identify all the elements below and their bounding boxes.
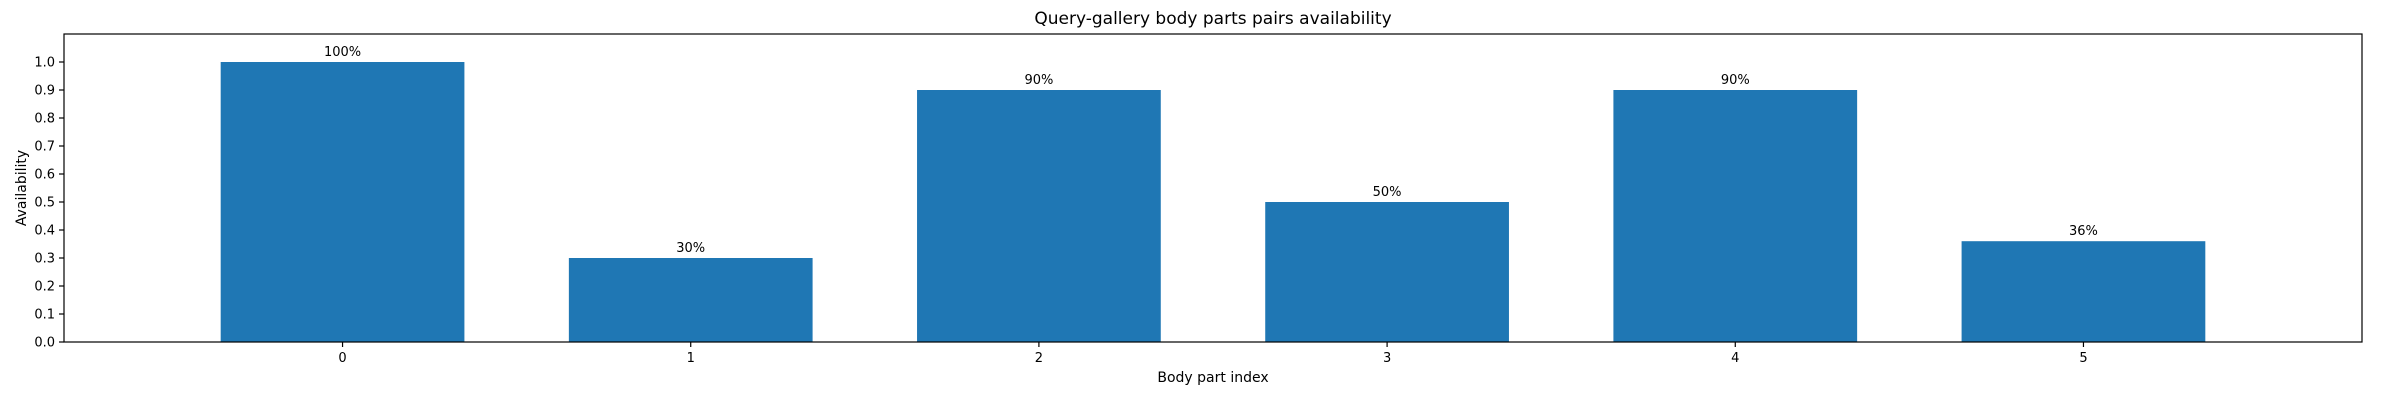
y-axis: 0.0 0.1 0.2 0.3 0.4 0.5 0.6 0.7 0.8 0.9 1.0 [34, 56, 64, 351]
bar [1613, 90, 1858, 342]
bar [917, 90, 1161, 342]
x-axis-label: Body part index [1157, 370, 1268, 386]
x-tick-label: 1 [687, 351, 695, 366]
bar-data-label: 30% [676, 241, 705, 256]
y-tick-label: 0.0 [34, 336, 55, 351]
bar-data-label: 50% [1373, 185, 1402, 200]
bar [220, 62, 465, 342]
bar-labels: 100% 30% 90% 50% 90% 36% [324, 45, 2098, 256]
y-tick-label: 0.7 [34, 140, 55, 155]
y-tick-label: 0.5 [34, 196, 55, 211]
bar-data-label: 100% [324, 45, 361, 60]
y-tick-label: 1.0 [34, 56, 55, 71]
y-tick-label: 0.1 [34, 308, 55, 323]
x-axis: 0 1 2 3 4 5 [338, 342, 2088, 366]
bar [1961, 241, 2206, 342]
x-tick-label: 4 [1731, 351, 1739, 366]
bar-data-label: 90% [1721, 73, 1750, 88]
chart-title: Query-gallery body parts pairs availabil… [1034, 9, 1391, 29]
x-tick-label: 5 [2079, 351, 2087, 366]
bars [220, 62, 2206, 342]
plot-frame [63, 33, 2363, 343]
y-tick-label: 0.2 [34, 280, 55, 295]
y-tick-label: 0.9 [34, 84, 55, 99]
y-tick-label: 0.8 [34, 112, 55, 127]
x-tick-label: 2 [1035, 351, 1043, 366]
y-axis-label: Availability [14, 150, 30, 226]
bar [1265, 202, 1509, 342]
y-tick-label: 0.3 [34, 252, 55, 267]
y-tick-label: 0.4 [34, 224, 55, 239]
bar-data-label: 90% [1024, 73, 1053, 88]
x-tick-label: 3 [1383, 351, 1391, 366]
y-tick-label: 0.6 [34, 168, 55, 183]
bar-data-label: 36% [2069, 224, 2098, 239]
bar [568, 258, 813, 342]
x-tick-label: 0 [338, 351, 346, 366]
